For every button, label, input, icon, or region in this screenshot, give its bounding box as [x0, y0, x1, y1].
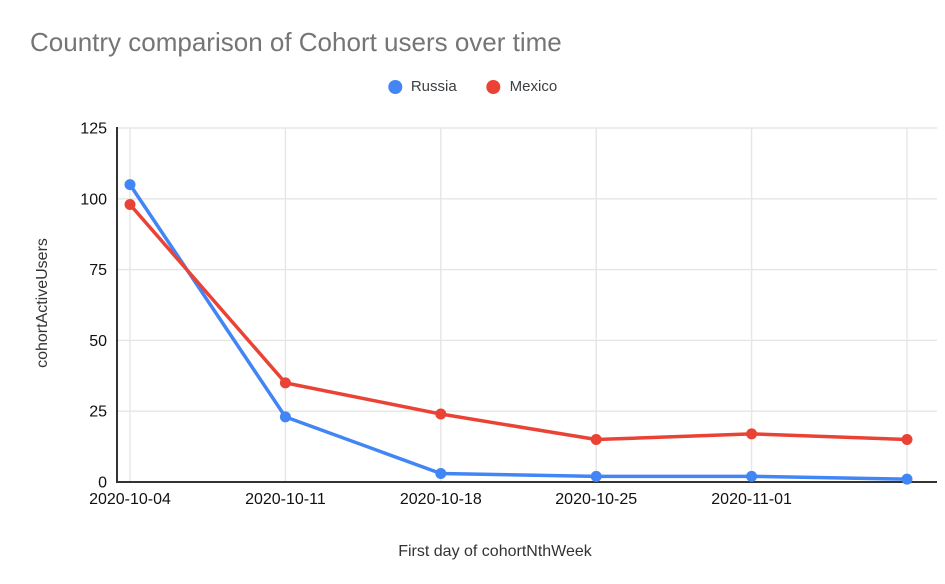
y-tick-label: 75 [89, 262, 107, 279]
x-tick-label: 2020-10-25 [555, 491, 637, 508]
x-axis-title: First day of cohortNthWeek [398, 543, 592, 560]
data-point-mexico [124, 198, 136, 210]
data-point-russia [279, 411, 291, 423]
legend-label: Mexico [509, 78, 558, 95]
y-axis-title: cohortActiveUsers [34, 238, 51, 368]
x-tick-label: 2020-11-01 [711, 491, 792, 508]
y-tick-label: 25 [89, 404, 107, 421]
data-point-russia [901, 473, 913, 485]
data-point-russia [435, 468, 447, 480]
data-point-mexico [279, 377, 291, 389]
legend-dot-russia [387, 79, 402, 94]
legend-item-russia: Russia [387, 78, 457, 95]
chart-legend: Russia Mexico [387, 78, 558, 95]
series-line-mexico [128, 202, 909, 442]
data-point-russia [746, 470, 758, 482]
x-tick-label: 2020-10-11 [245, 491, 326, 508]
x-tick-label: 2020-10-18 [400, 491, 482, 508]
data-point-mexico [746, 428, 758, 440]
legend-item-mexico: Mexico [486, 78, 558, 95]
chart-title: Country comparison of Cohort users over … [30, 27, 562, 57]
data-point-russia [124, 179, 136, 191]
legend-label: Russia [410, 78, 457, 95]
data-point-mexico [901, 434, 913, 446]
y-tick-label: 100 [80, 191, 107, 208]
data-point-russia [590, 470, 602, 482]
data-point-mexico [435, 408, 447, 420]
y-tick-label: 0 [98, 475, 107, 492]
series-line-russia [128, 182, 909, 481]
x-tick-label: 2020-10-04 [89, 491, 171, 508]
y-tick-label: 50 [89, 333, 107, 350]
y-tick-label: 125 [80, 121, 107, 138]
legend-dot-mexico [486, 79, 501, 94]
data-point-mexico [590, 434, 602, 446]
